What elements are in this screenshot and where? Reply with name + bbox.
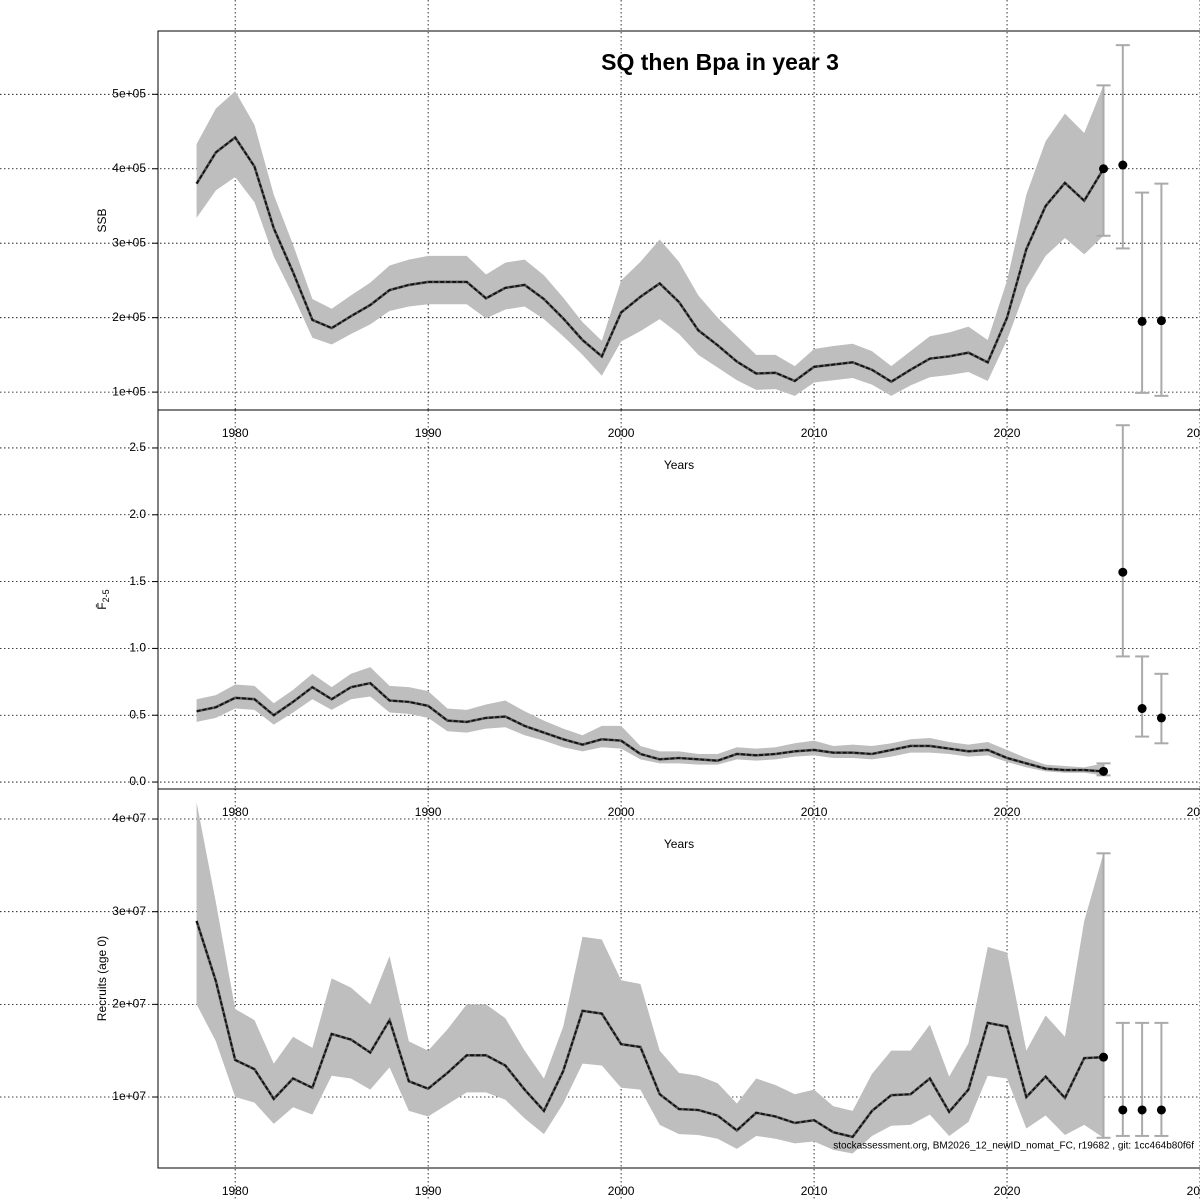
y-tick-label: 2e+07 <box>112 997 146 1011</box>
forecast-point <box>1118 1105 1128 1115</box>
x-tick-label: 2010 <box>801 1184 828 1198</box>
x-tick-label: 1980 <box>222 1184 249 1198</box>
x-tick-label: 1980 <box>222 426 249 440</box>
confidence-band <box>196 667 1104 776</box>
forecast-point <box>1099 164 1109 174</box>
y-tick-label: 1e+05 <box>112 384 146 398</box>
x-tick-label: 2000 <box>608 1184 635 1198</box>
y-tick-label: 2.0 <box>129 507 146 521</box>
x-tick-label: 1980 <box>222 805 249 819</box>
x-tick-label: 2020 <box>994 805 1021 819</box>
confidence-band <box>196 802 1104 1154</box>
y-axis-label-main: F̄ <box>95 602 109 609</box>
plot-frame <box>157 788 1200 1169</box>
x-tick-label: 2010 <box>801 426 828 440</box>
forecast-point <box>1156 316 1166 326</box>
footer-note: stockassessment.org, BM2026_12_newID_nom… <box>833 1141 1194 1152</box>
x-tick-label: 2000 <box>608 426 635 440</box>
forecast-point <box>1099 766 1109 776</box>
forecast-point <box>1156 1105 1166 1115</box>
y-tick-label: 0.5 <box>129 707 146 721</box>
y-axis-label-main: Recruits (age 0) <box>95 936 109 1021</box>
x-tick-label: 2030 <box>1187 1184 1200 1198</box>
x-tick-label: 1990 <box>415 426 442 440</box>
y-tick-label: 4e+07 <box>112 811 146 825</box>
y-tick-label: 1e+07 <box>112 1089 146 1103</box>
y-tick-label: 2e+05 <box>112 310 146 324</box>
y-axis-label-subscript: 2-5 <box>101 589 111 602</box>
y-tick-label: 0.0 <box>129 774 146 788</box>
y-tick-label: 4e+05 <box>112 161 146 175</box>
x-tick-label: 2030 <box>1187 805 1200 819</box>
y-axis-label-main: SSB <box>95 208 109 232</box>
y-axis-label: F̄2-5 <box>95 589 111 609</box>
y-axis-label: SSB <box>95 208 109 232</box>
y-tick-label: 2.5 <box>129 440 146 454</box>
chart-title: SQ then Bpa in year 3 <box>601 49 839 75</box>
y-tick-label: 1.5 <box>129 574 146 588</box>
x-tick-label: 1990 <box>415 805 442 819</box>
x-tick-label: 2020 <box>994 426 1021 440</box>
y-tick-label: 3e+07 <box>112 904 146 918</box>
x-tick-label: 2020 <box>994 1184 1021 1198</box>
x-tick-label: 2010 <box>801 805 828 819</box>
confidence-band <box>196 85 1104 396</box>
x-tick-label: 2000 <box>608 805 635 819</box>
y-tick-label: 3e+05 <box>112 235 146 249</box>
estimate-line-dashes <box>196 682 1104 773</box>
forecast-point <box>1156 713 1166 723</box>
forecast-point <box>1118 567 1128 577</box>
forecast-point <box>1118 160 1128 170</box>
y-tick-label: 1.0 <box>129 641 146 655</box>
estimate-line-dashes <box>195 136 1105 383</box>
forecast-point <box>1137 1105 1147 1115</box>
x-axis-label: Years <box>664 837 694 851</box>
x-tick-label: 1990 <box>415 1184 442 1198</box>
y-tick-label: 5e+05 <box>112 86 146 100</box>
estimate-line-dashes <box>195 920 1104 1138</box>
forecast-point <box>1137 704 1147 714</box>
x-tick-label: 2030 <box>1187 426 1200 440</box>
forecast-point <box>1137 316 1147 326</box>
forecast-point <box>1099 1052 1109 1062</box>
y-axis-label: Recruits (age 0) <box>95 936 109 1021</box>
x-axis-label: Years <box>664 458 694 472</box>
